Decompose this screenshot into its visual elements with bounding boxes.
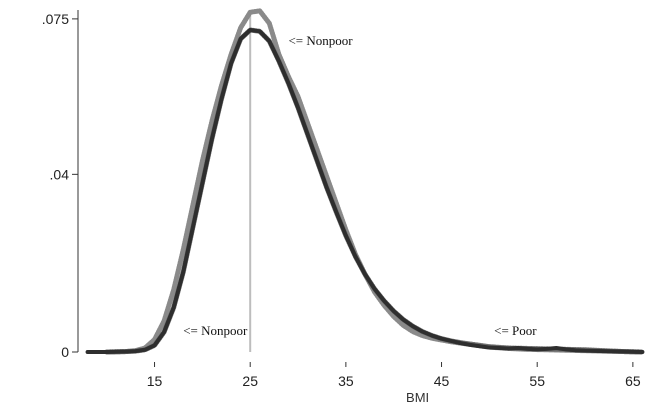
- series-annotation: <= Poor: [494, 323, 537, 338]
- y-tick-label: .075: [42, 11, 69, 27]
- x-tick-label: 35: [338, 373, 354, 389]
- annotations-layer: <= Nonpoor <= Nonpoor <= Poor: [183, 33, 537, 338]
- x-tick-label: 55: [529, 373, 545, 389]
- x-tick-label: 25: [242, 373, 258, 389]
- density-series-line: [104, 8, 645, 355]
- x-tick-label: 65: [625, 373, 641, 389]
- y-tick-label: .04: [50, 166, 70, 182]
- series-layer: [85, 8, 645, 355]
- series-annotation: <= Nonpoor: [288, 33, 353, 48]
- x-axis-title: BMI: [406, 390, 429, 405]
- x-tick-label: 45: [434, 373, 450, 389]
- y-tick-label: 0: [61, 344, 69, 360]
- density-series-line: [104, 27, 645, 355]
- density-series-line: [85, 27, 645, 354]
- axes: 0 .04 .075 15 25 35 45 55 65: [42, 10, 641, 389]
- series-annotation: <= Nonpoor: [183, 323, 248, 338]
- x-tick-label: 15: [147, 373, 163, 389]
